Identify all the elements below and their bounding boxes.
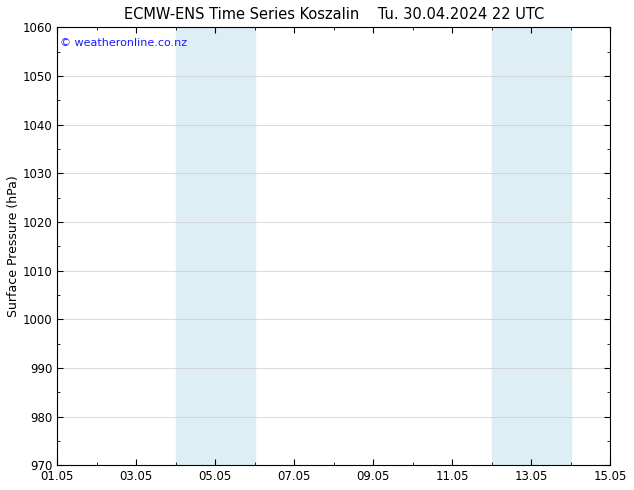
Bar bbox=[176, 27, 255, 465]
Text: © weatheronline.co.nz: © weatheronline.co.nz bbox=[60, 38, 187, 48]
Y-axis label: Surface Pressure (hPa): Surface Pressure (hPa) bbox=[7, 175, 20, 317]
Bar bbox=[492, 27, 571, 465]
Title: ECMW-ENS Time Series Koszalin    Tu. 30.04.2024 22 UTC: ECMW-ENS Time Series Koszalin Tu. 30.04.… bbox=[124, 7, 544, 22]
